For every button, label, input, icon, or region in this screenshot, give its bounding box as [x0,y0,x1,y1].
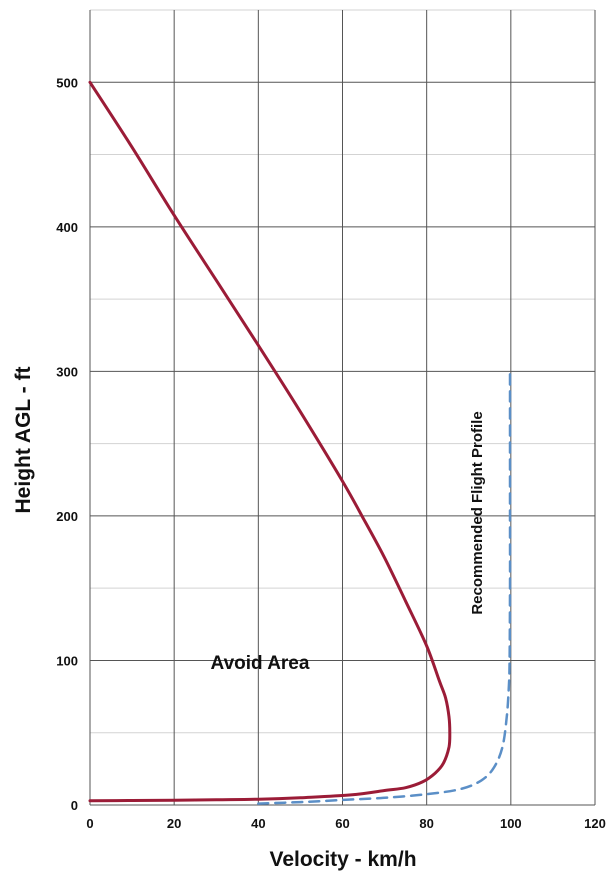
y-tick-label: 0 [71,798,78,813]
x-tick-label: 40 [251,816,265,831]
y-tick-label: 500 [56,75,78,90]
x-tick-label: 20 [167,816,181,831]
x-tick-label: 100 [500,816,522,831]
y-tick-label: 200 [56,509,78,524]
series-line-recommended-profile [257,370,512,805]
x-tick-label: 120 [584,816,606,831]
annotation-avoid-area: Avoid Area [211,653,310,674]
series-lines [88,80,512,805]
series-line-avoid-curve [88,80,452,803]
tick-labels: 0 20 40 60 80 100 120 0 100 200 300 400 500 [56,75,606,831]
major-grid [89,10,596,806]
y-tick-label: 400 [56,220,78,235]
y-axis-title: Height AGL - ft [12,367,35,514]
x-axis-title: Velocity - km/h [269,848,416,871]
x-tick-label: 80 [419,816,433,831]
y-tick-label: 100 [56,653,78,668]
x-tick-label: 0 [86,816,93,831]
x-tick-label: 60 [335,816,349,831]
y-tick-label: 300 [56,364,78,379]
annotation-recommended-profile: Recommended Flight Profile [469,411,486,614]
